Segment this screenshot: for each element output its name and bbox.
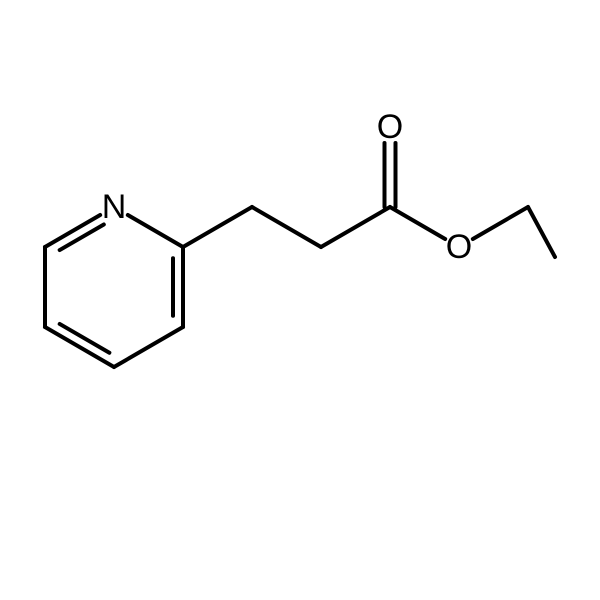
bond [528, 207, 555, 257]
bond [128, 215, 183, 247]
molecule-diagram: N O O [0, 0, 600, 600]
bond [321, 207, 390, 247]
atom-label-n: N [102, 188, 127, 226]
bond [183, 207, 252, 247]
bond-inner [60, 224, 104, 250]
bond [45, 327, 114, 367]
bond [114, 327, 183, 367]
atom-label-o: O [446, 228, 472, 266]
bond [390, 207, 445, 239]
atom-label-o: O [377, 108, 403, 146]
bond [473, 207, 528, 239]
bond [252, 207, 321, 247]
